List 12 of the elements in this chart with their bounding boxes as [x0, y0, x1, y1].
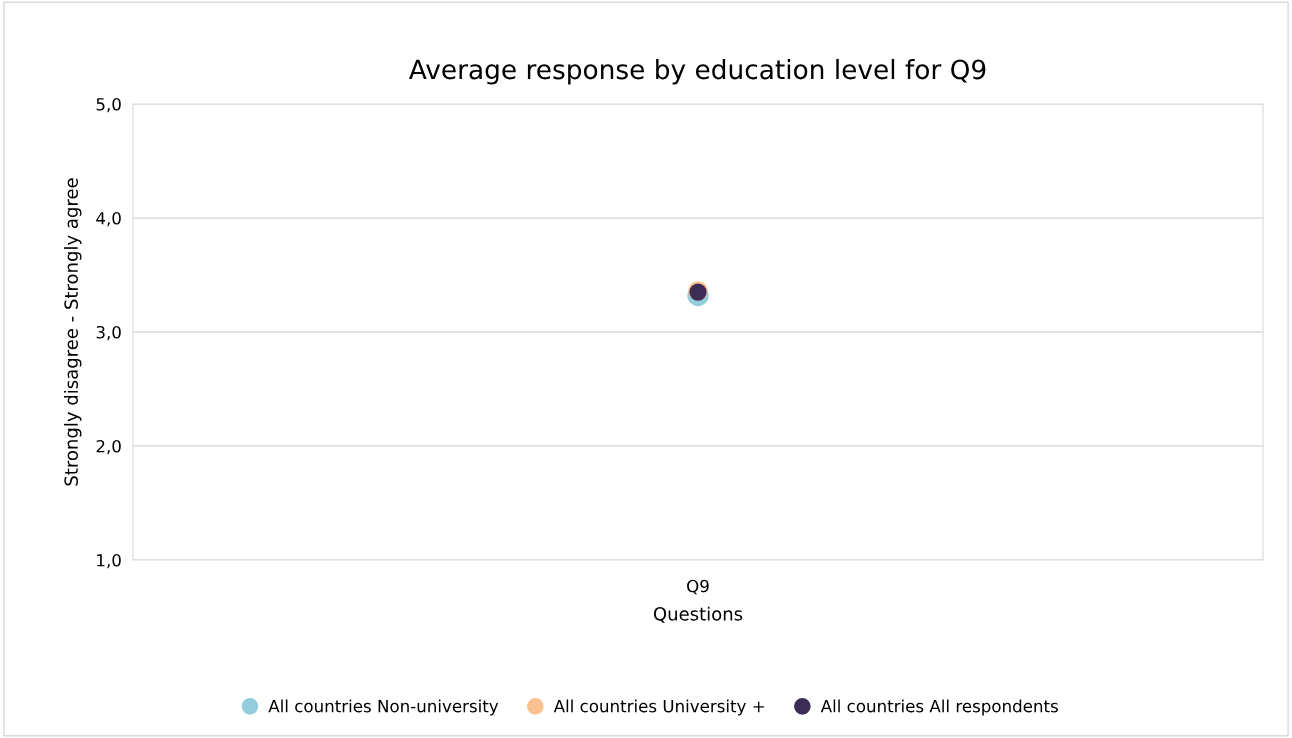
y-tick-label: 4,0 — [96, 211, 121, 227]
y-tick-label: 3,0 — [96, 325, 121, 341]
y-axis-title: Strongly disagree - Strongly agree — [64, 178, 82, 486]
y-tick-label: 1,0 — [97, 553, 121, 569]
legend-label: All countries All respondents — [820, 699, 1058, 716]
legend-label: All countries University + — [553, 699, 764, 716]
y-tick-label: 5,0 — [96, 97, 121, 113]
x-axis-title: Questions — [653, 606, 743, 623]
legend-label: All countries Non-university — [268, 699, 499, 716]
chart-title: Average response by education level for Q9 — [408, 58, 986, 85]
x-tick-label: Q9 — [687, 579, 709, 595]
y-tick-label: 2,0 — [96, 439, 121, 455]
